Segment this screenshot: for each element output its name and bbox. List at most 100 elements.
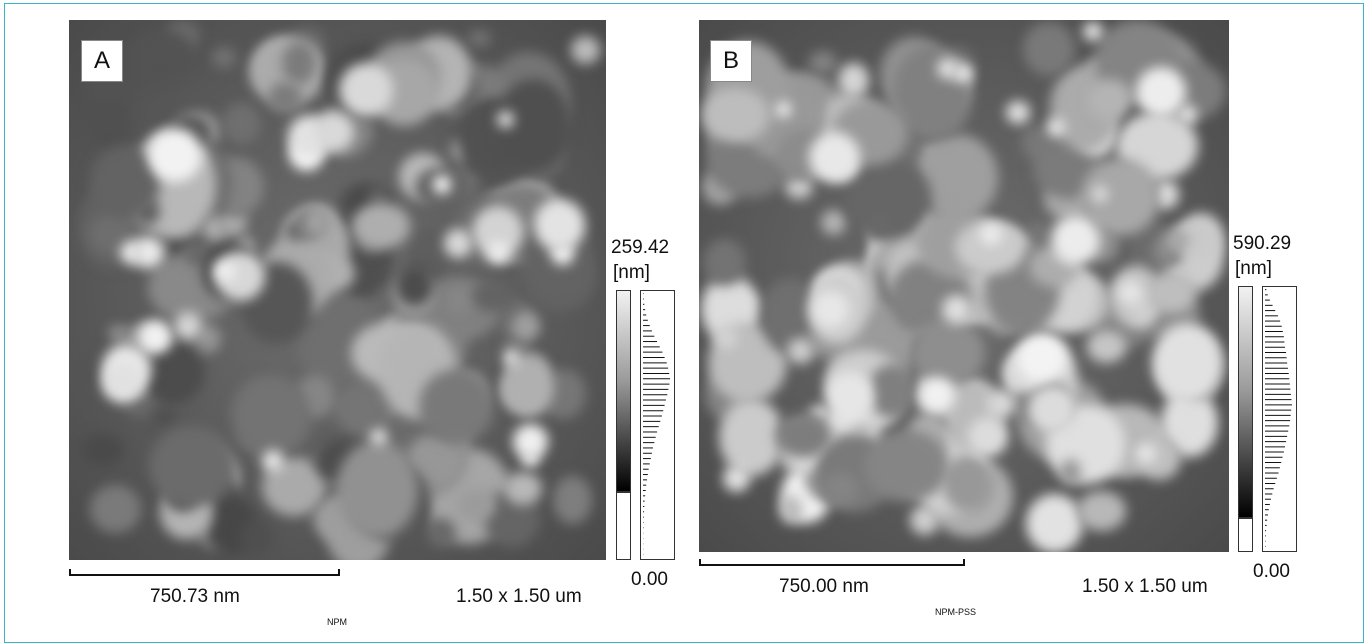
surface-grain — [302, 205, 332, 239]
surface-grain — [785, 175, 814, 200]
surface-grain — [1076, 491, 1126, 531]
surface-highlight — [1083, 21, 1103, 42]
surface-grain — [353, 203, 411, 250]
surface-grain — [942, 455, 995, 513]
surface-highlight — [987, 390, 1015, 418]
surface-highlight — [936, 57, 958, 79]
surface-grain — [211, 46, 236, 69]
surface-highlight — [1006, 100, 1030, 125]
surface-grain — [867, 363, 917, 419]
max-value-a: 259.42 — [611, 237, 670, 258]
surface-highlight — [119, 240, 143, 264]
surface-grain — [1025, 493, 1084, 552]
surface-highlight — [775, 101, 791, 117]
scale-bar-label-a: 750.73 nm — [150, 586, 240, 607]
surface-highlight — [503, 350, 520, 366]
sample-label-b: NPM-PSS — [935, 607, 977, 617]
surface-grain — [148, 425, 236, 506]
surface-grain — [718, 398, 785, 477]
surface-highlight — [137, 320, 172, 355]
surface-highlight — [809, 131, 861, 183]
surface-grain — [468, 29, 491, 48]
surface-highlight — [1136, 444, 1156, 464]
surface-highlight — [497, 110, 515, 128]
scale-bar-b — [699, 559, 965, 566]
surface-highlight — [968, 417, 1009, 458]
unit-a: [nm] — [613, 262, 650, 283]
surface-highlight — [980, 223, 1002, 245]
colorbar-b — [1238, 286, 1253, 518]
surface-grain — [910, 319, 986, 387]
surface-grain — [838, 62, 869, 99]
surface-highlight — [1177, 104, 1198, 125]
surface-grain — [701, 87, 769, 142]
surface-highlight — [1135, 66, 1187, 118]
surface-grain — [786, 337, 815, 365]
surface-grain — [809, 51, 837, 74]
surface-highlight — [487, 241, 511, 265]
colorbar-a — [616, 290, 631, 492]
min-value-b: 0.00 — [1253, 561, 1290, 582]
surface-highlight — [443, 229, 472, 258]
surface-grain — [571, 36, 600, 65]
surface-highlight — [1027, 384, 1078, 435]
surface-grain — [775, 412, 832, 458]
sample-label-a: NPM — [327, 617, 347, 627]
surface-highlight — [147, 127, 202, 182]
surface-grain — [336, 440, 419, 538]
max-value-b: 590.29 — [1233, 233, 1292, 254]
surface-highlight — [370, 428, 387, 446]
surface-grain — [222, 102, 262, 145]
surface-highlight — [314, 112, 355, 153]
surface-grain — [1060, 458, 1082, 485]
surface-grain — [267, 81, 302, 114]
surface-grain — [553, 476, 592, 524]
scale-bar-a — [69, 569, 340, 576]
surface-grain — [1152, 322, 1224, 404]
surface-grain — [418, 369, 495, 445]
histogram-a — [640, 290, 675, 560]
panel-letter-b: B — [710, 40, 752, 82]
surface-highlight — [714, 326, 737, 349]
surface-grain — [457, 488, 496, 521]
surface-grain — [778, 494, 803, 524]
surface-grain — [821, 210, 847, 236]
surface-grain — [1164, 228, 1191, 252]
surface-highlight — [1117, 280, 1144, 306]
field-size-b: 1.50 x 1.50 um — [1082, 576, 1208, 597]
unit-b: [nm] — [1235, 258, 1272, 279]
surface-highlight — [262, 450, 285, 473]
min-value-a: 0.00 — [631, 569, 668, 590]
surface-grain — [282, 41, 317, 84]
surface-grain — [1023, 21, 1076, 76]
surface-highlight — [825, 371, 874, 420]
surface-highlight — [1046, 118, 1066, 137]
surface-highlight — [1017, 333, 1067, 383]
surface-grain — [396, 264, 434, 306]
surface-highlight — [338, 62, 394, 117]
surface-grain — [863, 429, 949, 502]
scale-bar-label-b: 750.00 nm — [779, 576, 869, 597]
surface-highlight — [723, 464, 751, 492]
surface-grain — [1088, 79, 1132, 120]
surface-grain — [107, 324, 129, 342]
surface-highlight — [101, 362, 143, 404]
surface-highlight — [811, 290, 850, 329]
surface-grain — [823, 471, 859, 505]
surface-grain — [472, 279, 513, 312]
surface-grain — [426, 517, 457, 548]
afm-image-a — [69, 20, 606, 560]
surface-grain — [448, 287, 477, 313]
surface-highlight — [942, 294, 972, 325]
surface-highlight — [512, 423, 549, 460]
surface-grain — [82, 434, 125, 466]
surface-grain — [702, 238, 747, 287]
surface-highlight — [1050, 215, 1100, 265]
colorbar-a-empty — [616, 492, 631, 560]
surface-highlight — [214, 260, 236, 282]
afm-image-b — [699, 20, 1229, 552]
surface-grain — [283, 221, 309, 242]
surface-highlight — [953, 63, 973, 84]
surface-highlight — [1092, 186, 1108, 202]
surface-grain — [230, 374, 312, 460]
